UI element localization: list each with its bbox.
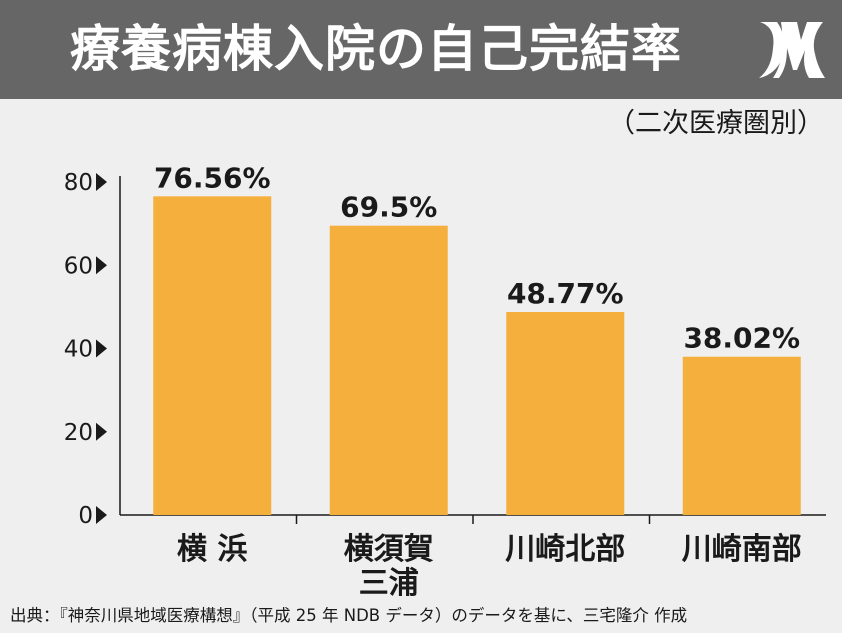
y-tick-label: 80 [64,170,93,196]
chart-subtitle: （二次医療圏別） [608,108,824,139]
bar [153,196,272,515]
y-tick-arrow [96,422,107,441]
plot-area: 0 20 40 60 80 76.56% 横 浜 69.5% 横須賀三浦 48.77% 川崎北部 38… [64,161,826,601]
source-note: 出典：『神奈川県地域医療構想』（平成 25 年 NDB データ）のデータを基に、… [10,606,688,625]
x-category-label: 川崎南部 [682,532,802,567]
header-bar: 療養病棟入院の自己完結率 [0,0,842,99]
bar [329,225,448,516]
bar-value-label: 38.02% [683,322,800,355]
x-category-label: 川崎北部 [505,532,625,567]
bar [682,356,801,515]
y-tick-arrow [96,173,107,191]
y-tick-label: 60 [64,253,93,279]
y-tick-label: 0 [78,503,93,529]
x-category-label: 横 浜 [177,532,247,567]
y-tick-arrow [96,506,107,524]
bar-value-label: 76.56% [154,161,271,194]
x-category-label: 横須賀三浦 [344,532,434,601]
bar-value-label: 48.77% [507,277,624,310]
bar [506,311,625,515]
bar-value-label: 69.5% [340,191,437,224]
y-tick-label: 20 [64,420,93,446]
y-tick-label: 40 [64,337,93,363]
jr-logo-icon [759,22,825,78]
y-tick-arrow [96,339,107,358]
page-title: 療養病棟入院の自己完結率 [70,20,682,78]
y-tick-arrow [96,256,107,275]
